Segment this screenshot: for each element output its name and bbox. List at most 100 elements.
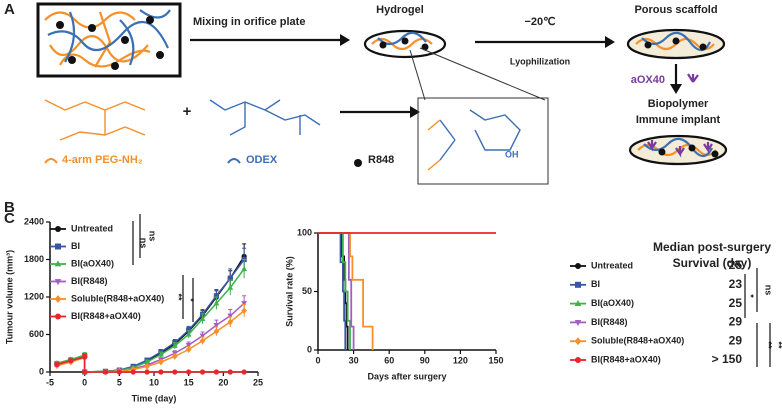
legend-label: Soluble(R848+aOX40): [591, 336, 684, 346]
r848-dots: [56, 16, 164, 70]
x-tick-label: 150: [488, 355, 503, 365]
schematic: [36, 2, 728, 185]
data-point: [68, 358, 74, 364]
panel-label: B: [4, 199, 15, 216]
legend-marker: [574, 337, 582, 346]
step-label: Porous scaffold: [634, 4, 717, 16]
median-title: Median post-surgery: [653, 240, 771, 254]
step-label: Mixing in orifice plate: [193, 16, 305, 28]
y-axis-title: Tumour volume (mm³): [4, 250, 14, 344]
data-point: [54, 361, 60, 368]
data-point: [227, 275, 233, 281]
inset-box: [417, 97, 549, 185]
legend-label: BI(R848+aOX40): [71, 311, 141, 321]
legend-marker: [55, 313, 61, 320]
x-tick-label: 90: [420, 355, 430, 365]
data-point: [199, 337, 206, 345]
data-point: [213, 293, 219, 299]
legend-marker: [575, 281, 581, 288]
data-point: [158, 369, 164, 375]
significance-label: ns: [139, 238, 149, 249]
y-tick-label: 2400: [24, 216, 44, 226]
odex-structure: [209, 99, 321, 136]
median-value: 25: [729, 296, 743, 310]
significance-label: **: [774, 341, 782, 349]
significance-label: *: [186, 298, 196, 302]
legend-label: BI: [591, 279, 600, 289]
data-point: [227, 284, 234, 290]
data-point: [213, 323, 220, 329]
significance-label: ns: [764, 285, 774, 296]
x-tick-label: 0: [315, 355, 320, 365]
median-value: 29: [729, 315, 743, 329]
legend-marker: [54, 279, 62, 286]
data-point: [185, 331, 192, 337]
odex-chains: [47, 9, 171, 66]
legend-label: Soluble(R848+aOX40): [71, 293, 164, 303]
data-point: [82, 369, 88, 375]
x-tick-label: 5: [117, 377, 122, 387]
significance-label: **: [764, 341, 774, 349]
data-point: [130, 369, 136, 375]
legend-label: BI(R848): [71, 276, 108, 286]
median-value: > 150: [712, 352, 743, 366]
legend-marker: [54, 260, 62, 267]
y-tick-label: 0: [307, 344, 312, 354]
legend-marker: [575, 263, 581, 269]
data-point: [199, 315, 206, 321]
step-label: Biopolymer: [648, 98, 709, 110]
data-point: [144, 358, 150, 365]
series-line: [318, 232, 374, 350]
mixing-box: [36, 2, 182, 78]
data-point: [213, 327, 220, 335]
hydrogel-dish: [363, 29, 447, 59]
legend-label: Untreated: [71, 223, 113, 233]
legend-marker: [54, 295, 62, 303]
significance-label: ns: [148, 231, 158, 242]
data-point: [227, 369, 233, 375]
x-tick-label: 0: [82, 377, 87, 387]
x-tick-label: 25: [253, 377, 263, 387]
significance-label: *: [746, 294, 756, 298]
legend-label: BI: [71, 241, 80, 251]
legend-marker: [55, 226, 61, 232]
x-tick-label: 30: [349, 355, 359, 365]
x-tick-label: 120: [453, 355, 468, 365]
series-line: [318, 232, 347, 350]
data-point: [241, 265, 247, 271]
data-point: [172, 369, 178, 375]
data-point: [213, 369, 219, 375]
data-point: [241, 369, 247, 375]
legend-label: Untreated: [591, 260, 633, 270]
y-axis-title: Survival rate (%): [284, 256, 294, 327]
median-value: 23: [729, 277, 743, 291]
x-axis-title: Days after surgery: [367, 371, 446, 381]
y-tick-label: 50: [302, 286, 312, 296]
x-tick-label: 60: [384, 355, 394, 365]
y-tick-label: 0: [39, 366, 44, 376]
data-point: [158, 358, 164, 366]
y-tick-label: 1800: [24, 254, 44, 264]
data-point: [227, 313, 234, 319]
step-label: Hydrogel: [376, 4, 424, 16]
y-tick-label: 100: [297, 227, 312, 237]
legend-r848: R848: [368, 154, 394, 166]
legend-marker: [574, 300, 582, 306]
data-point: [171, 342, 178, 348]
x-tick-label: 10: [149, 377, 159, 387]
x-tick-label: 15: [184, 377, 194, 387]
data-point: [171, 352, 178, 360]
data-point: [158, 351, 164, 357]
panel-label: C: [4, 210, 15, 227]
data-point: [144, 369, 150, 375]
median-value: 25: [729, 258, 743, 272]
data-point: [199, 333, 206, 339]
data-point: [185, 343, 192, 349]
data-point: [199, 369, 206, 375]
legend-peg: 4-arm PEG-NH₂: [62, 154, 143, 166]
median-title: Survival (day): [673, 256, 752, 270]
data-point: [82, 354, 88, 360]
median-value: 29: [729, 333, 743, 347]
